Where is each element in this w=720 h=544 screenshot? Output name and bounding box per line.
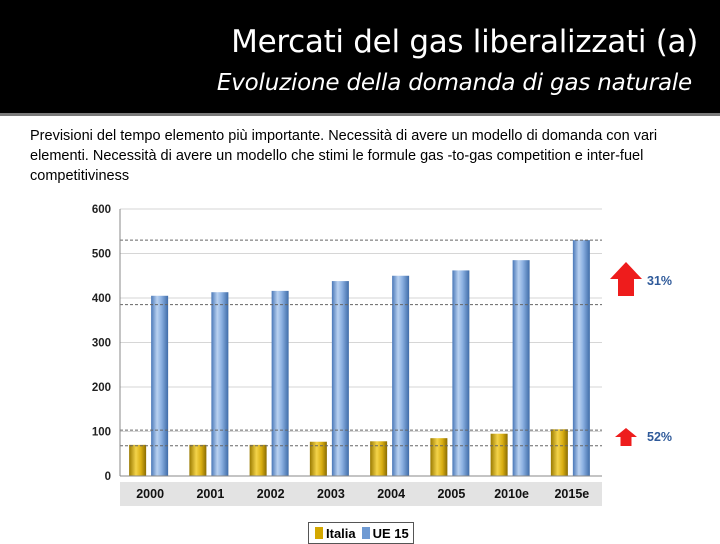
bar-ue15 (331, 281, 349, 476)
up-arrow-icon (615, 428, 637, 446)
x-tick-label: 2000 (136, 487, 164, 501)
bar-italia (309, 441, 327, 476)
legend-label-italia: Italia (326, 525, 356, 541)
slide-body-text: Previsioni del tempo elemento più import… (30, 128, 658, 184)
legend-swatch-italia (315, 527, 323, 539)
x-tick-label: 2003 (317, 487, 345, 501)
bar-ue15 (392, 275, 410, 476)
x-tick-label: 2004 (377, 487, 405, 501)
bar-ue15 (512, 260, 530, 476)
bar-ue15 (572, 240, 590, 476)
bar-italia (430, 438, 448, 476)
x-tick-label: 2010e (494, 487, 529, 501)
bar-ue15 (452, 270, 470, 476)
bar-italia (129, 444, 147, 476)
y-tick-label: 200 (92, 382, 111, 394)
x-tick-label: 2005 (437, 487, 465, 501)
x-tick-label: 2001 (196, 487, 224, 501)
annotation-italia-growth: 52% (647, 430, 672, 444)
y-tick-label: 600 (92, 204, 111, 216)
legend-label-ue15: UE 15 (372, 525, 409, 541)
title-bar: Mercati del gas liberalizzati (a) Evoluz… (0, 0, 720, 113)
bar-italia (249, 444, 267, 476)
bar-ue15 (211, 292, 229, 476)
bar-chart: 0 100 200 300 400 500 600 2000 2001 2002 2003 2004… (92, 204, 672, 506)
bar-italia (490, 433, 508, 476)
annotation-ue15-growth: 31% (647, 274, 672, 288)
x-tick-label: 2015e (554, 487, 589, 501)
y-tick-label: 100 (92, 427, 111, 439)
y-tick-label: 500 (92, 249, 111, 261)
header-divider (0, 113, 720, 116)
up-arrow-icon (610, 262, 642, 296)
y-tick-label: 400 (92, 293, 111, 305)
bar-ue15 (151, 295, 169, 476)
x-tick-label: 2002 (257, 487, 285, 501)
legend-swatch-ue15 (361, 527, 370, 539)
chart-legend: Italia UE 15 (308, 522, 414, 544)
x-label-band (120, 482, 602, 506)
y-tick-label: 0 (105, 471, 111, 483)
slide-title: Mercati del gas liberalizzati (a) (231, 24, 698, 60)
bar-italia (189, 444, 207, 476)
bar-italia (550, 429, 568, 476)
bar-ue15 (271, 290, 289, 476)
slide-subtitle: Evoluzione della domanda di gas naturale (216, 70, 692, 96)
bar-italia (370, 441, 388, 476)
y-tick-label: 300 (92, 338, 111, 350)
